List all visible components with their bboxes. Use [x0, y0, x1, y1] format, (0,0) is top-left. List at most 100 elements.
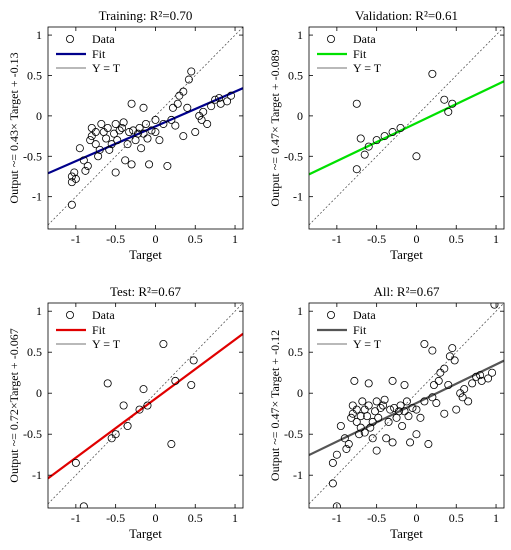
data-point — [127, 160, 136, 169]
data-point — [211, 95, 220, 104]
x-tick-label: -1 — [71, 232, 81, 246]
y-tick-label: 0 — [36, 109, 42, 123]
data-point — [171, 376, 180, 385]
x-tick-label: 0 — [152, 511, 158, 525]
y-tick-label: 1 — [36, 304, 42, 318]
data-point — [376, 403, 385, 412]
data-point — [139, 129, 148, 138]
data-point — [352, 165, 361, 174]
data-point — [368, 434, 377, 443]
y-tick-label: -0.5 — [23, 427, 42, 441]
data-point — [394, 407, 403, 416]
data-point — [380, 395, 389, 404]
data-point — [372, 397, 381, 406]
y-axis-label: Output ~= 0.47× Target + -0.089 — [268, 49, 282, 206]
y-tick-label: -1 — [293, 190, 303, 204]
data-point — [123, 140, 132, 149]
x-tick-label: 0 — [413, 511, 419, 525]
data-point — [121, 156, 130, 165]
data-point — [125, 128, 134, 137]
x-tick-label: 0 — [413, 232, 419, 246]
data-point — [388, 438, 397, 447]
y-tick-label: 0 — [36, 386, 42, 400]
x-tick-label: 0.5 — [188, 511, 203, 525]
data-point — [464, 397, 473, 406]
y-tick-label: 1 — [297, 304, 303, 318]
data-point — [428, 69, 437, 78]
data-point — [440, 364, 449, 373]
axes-frame — [308, 302, 505, 509]
legend-data-label: Data — [353, 32, 376, 46]
data-point — [105, 145, 114, 154]
legend-data-label: Data — [353, 308, 376, 322]
data-point — [137, 144, 146, 153]
data-point — [400, 407, 409, 416]
legend-data-marker — [66, 35, 75, 44]
data-point — [139, 385, 148, 394]
data-point — [380, 132, 389, 141]
data-point — [348, 409, 357, 418]
x-tick-label: -1 — [332, 232, 342, 246]
data-point — [424, 440, 433, 449]
y-tick-label: 0 — [297, 109, 303, 123]
data-point — [412, 430, 421, 439]
data-point — [147, 126, 156, 135]
y-tick-label: 1 — [36, 28, 42, 42]
data-point — [352, 99, 361, 108]
data-point — [344, 440, 353, 449]
data-point — [488, 368, 497, 377]
data-point — [408, 403, 417, 412]
data-point — [476, 371, 485, 380]
data-point — [429, 380, 438, 389]
data-point — [103, 124, 112, 133]
data-point — [371, 407, 380, 416]
plot-area — [48, 27, 243, 226]
data-point — [484, 374, 493, 383]
data-point — [436, 368, 445, 377]
data-point — [412, 405, 421, 414]
data-point — [352, 417, 361, 426]
data-point — [133, 129, 142, 138]
data-point — [406, 438, 415, 447]
data-point — [173, 99, 182, 108]
data-point — [70, 168, 79, 177]
data-point — [103, 379, 112, 388]
data-point — [71, 174, 80, 183]
data-point — [145, 160, 154, 169]
data-point — [215, 94, 224, 103]
legend-data-marker — [326, 35, 335, 44]
data-point — [223, 97, 232, 106]
data-point — [91, 128, 100, 137]
data-point — [372, 136, 381, 145]
data-point — [356, 423, 365, 432]
data-point — [356, 412, 365, 421]
data-point — [445, 352, 454, 361]
data-point — [444, 380, 453, 389]
data-point — [360, 428, 369, 437]
legend-identity-label: Y = T — [92, 61, 121, 75]
data-point — [79, 502, 88, 508]
data-point — [191, 128, 200, 137]
x-tick-label: -0.5 — [106, 511, 125, 525]
y-tick-label: 0.5 — [27, 68, 42, 82]
data-point — [328, 479, 337, 488]
data-point — [175, 91, 184, 100]
data-point — [167, 440, 176, 449]
data-point — [400, 380, 409, 389]
legend-fit-label: Fit — [353, 323, 367, 337]
data-point — [368, 417, 377, 426]
data-point — [115, 126, 124, 135]
x-axis-label: Target — [390, 526, 423, 541]
legend-identity-label: Y = T — [353, 337, 382, 351]
data-point — [197, 115, 206, 124]
x-tick-label: 1 — [493, 511, 499, 525]
legend-data-marker — [66, 310, 75, 319]
data-point — [350, 376, 359, 385]
axes-frame — [47, 302, 244, 509]
data-point — [168, 103, 177, 112]
data-point — [119, 401, 128, 410]
x-tick-label: 1 — [493, 232, 499, 246]
data-point — [402, 397, 411, 406]
